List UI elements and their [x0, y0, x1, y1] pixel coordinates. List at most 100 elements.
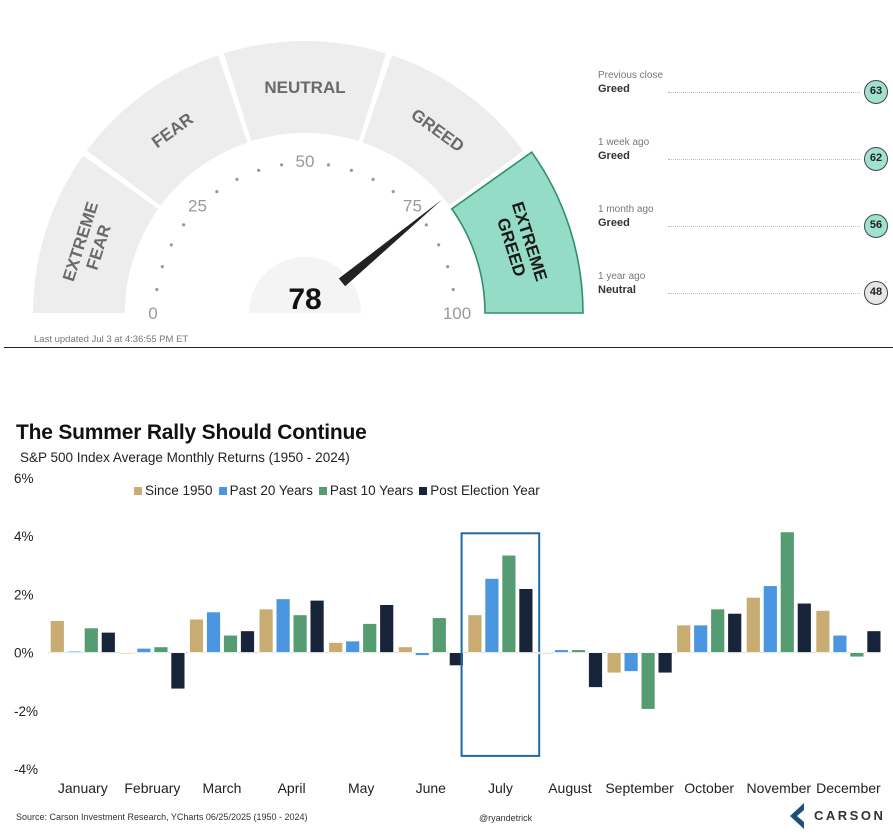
gauge-segment — [33, 155, 159, 313]
gauge-tick-dot — [160, 265, 164, 269]
x-tick-label: August — [548, 780, 592, 796]
bar-september-since-1950 — [606, 652, 622, 674]
bar-may-since-1950 — [328, 642, 344, 654]
history-score-badge: 56 — [864, 214, 888, 238]
gauge-tick-dot — [182, 223, 186, 227]
bar-december-past-10-years — [849, 652, 865, 658]
history-label: Neutral — [598, 284, 636, 296]
bar-may-post-election-year — [379, 604, 395, 654]
gauge-tick-dot — [371, 177, 375, 181]
dotted-leader — [668, 226, 860, 227]
history-when: Previous close — [598, 70, 664, 81]
gauge-value: 78 — [288, 283, 321, 316]
bar-july-past-20-years — [484, 577, 500, 654]
bar-october-past-20-years — [693, 624, 709, 653]
legend-item: Post Election Year — [419, 483, 540, 498]
x-tick-label: February — [124, 780, 180, 796]
monthly-returns-chart: -4% -2% 0% 2% 4% 6% January February March April M… — [14, 471, 882, 796]
bar-august-since-1950 — [537, 652, 552, 655]
bar-july-past-10-years — [501, 554, 517, 654]
gauge-tick-dot — [279, 163, 284, 167]
y-tick-label: 0% — [14, 646, 34, 661]
gauge-tick-label: 0 — [148, 304, 157, 323]
monthly-returns-chart-panel: -4% -2% 0% 2% 4% 6% January February March April M… — [0, 349, 893, 834]
bar-june-past-10-years — [431, 617, 447, 653]
legend-item: Since 1950 — [134, 483, 213, 498]
bar-september-past-20-years — [623, 652, 639, 672]
bar-august-past-10-years — [571, 649, 586, 654]
bar-november-past-20-years — [762, 585, 778, 653]
history-when: 1 week ago — [598, 137, 650, 148]
bar-september-post-election-year — [657, 652, 673, 674]
fear-greed-gauge: EXTREMEFEARFEARNEUTRALGREEDEXTREMEGREED0… — [33, 40, 584, 323]
legend-label: Past 20 Years — [229, 483, 313, 498]
y-tick-label: 6% — [14, 471, 34, 486]
gauge-segment — [223, 40, 387, 142]
legend-swatch — [218, 486, 227, 495]
x-tick-label: October — [684, 780, 734, 796]
bar-march-post-election-year — [240, 630, 255, 653]
gauge-needle — [338, 199, 443, 287]
gauge-tick-dot — [424, 223, 428, 227]
gauge-tick-label: 75 — [403, 197, 422, 216]
bar-january-post-election-year — [100, 631, 116, 654]
history-1-year-ago: 1 year ago Neutral 48 — [598, 271, 888, 321]
legend-item: Past 10 Years — [318, 483, 414, 498]
bar-november-past-10-years — [779, 531, 795, 654]
fear-greed-panel: EXTREMEFEAR FEAR NEUTRAL GREED EXTREMEGREED 0… — [0, 0, 893, 348]
history-score-badge: 62 — [864, 147, 888, 171]
x-tick-label: January — [58, 780, 108, 796]
legend-label: Since 1950 — [145, 483, 213, 498]
gauge-segment — [86, 55, 248, 206]
gauge-hub — [249, 257, 361, 313]
history-score-badge: 63 — [864, 80, 888, 104]
history-1-month-ago: 1 month ago Greed 56 — [598, 204, 888, 254]
bar-september-past-10-years — [640, 652, 656, 710]
bar-november-since-1950 — [745, 596, 761, 653]
dotted-leader — [668, 159, 860, 160]
legend-label: Post Election Year — [430, 483, 540, 498]
bar-march-past-10-years — [223, 634, 238, 654]
x-tick-label: June — [416, 780, 447, 796]
bar-may-past-20-years — [345, 640, 361, 653]
x-tick-label: July — [488, 780, 513, 796]
legend-label: Past 10 Years — [329, 483, 414, 498]
gauge-tick-dot — [169, 243, 173, 247]
y-tick-label: 4% — [14, 529, 34, 544]
gauge-tick-dot — [326, 163, 331, 167]
chart-title: The Summer Rally Should Continue — [16, 421, 367, 444]
carson-logo-mark-icon — [790, 803, 804, 829]
legend-swatch — [419, 486, 428, 495]
y-tick-label: 2% — [14, 587, 34, 602]
bar-january-past-10-years — [83, 627, 99, 653]
gauge-tick-label: 25 — [188, 197, 207, 216]
gauge-tick-dot — [155, 287, 159, 292]
bar-december-since-1950 — [815, 610, 831, 653]
gauge-tick-dot — [446, 265, 450, 269]
bar-july-post-election-year — [518, 588, 534, 653]
gauge-segment — [362, 55, 524, 206]
panel-divider — [4, 347, 893, 348]
y-tick-label: -4% — [14, 762, 38, 777]
x-tick-label: September — [605, 780, 674, 796]
bar-april-post-election-year — [309, 599, 325, 654]
y-tick-label: -2% — [14, 704, 38, 719]
gauge-tick-dot — [257, 168, 261, 172]
bar-january-past-20-years — [66, 650, 82, 653]
bar-october-post-election-year — [727, 612, 743, 654]
bar-march-past-20-years — [206, 611, 221, 653]
legend-item: Past 20 Years — [218, 483, 313, 498]
history-label: Greed — [598, 150, 630, 162]
bar-august-post-election-year — [588, 652, 603, 688]
carson-logo: CARSON — [788, 801, 888, 831]
bar-june-since-1950 — [397, 646, 413, 653]
dotted-leader — [668, 293, 860, 294]
gauge-tick-label: 50 — [296, 152, 315, 171]
bar-october-since-1950 — [676, 624, 692, 653]
x-tick-label: April — [278, 780, 306, 796]
gauge-segment-label: NEUTRAL — [264, 78, 345, 97]
bar-january-since-1950 — [49, 620, 65, 653]
bar-october-past-10-years — [710, 608, 726, 654]
bar-april-past-20-years — [275, 598, 291, 653]
legend-swatch — [134, 486, 142, 495]
